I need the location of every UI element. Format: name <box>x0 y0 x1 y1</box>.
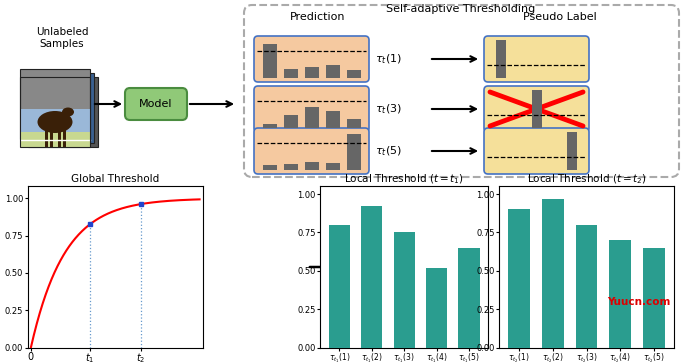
Text: Prediction: Prediction <box>290 12 346 22</box>
Bar <box>508 210 530 348</box>
Bar <box>45 130 48 147</box>
Bar <box>567 132 577 170</box>
Bar <box>20 132 90 147</box>
Bar <box>542 199 563 348</box>
Text: $\tau_t(3)$: $\tau_t(3)$ <box>375 102 402 116</box>
FancyBboxPatch shape <box>254 36 369 82</box>
Bar <box>50 130 53 147</box>
Bar <box>329 225 350 348</box>
Text: Model: Model <box>139 99 173 109</box>
Bar <box>576 225 597 348</box>
Bar <box>283 115 297 128</box>
Text: $\tau_t(5)$: $\tau_t(5)$ <box>375 144 402 158</box>
Bar <box>63 130 66 147</box>
Title: Global Threshold: Global Threshold <box>71 174 160 184</box>
Bar <box>643 248 665 348</box>
Bar <box>325 65 339 78</box>
Bar <box>394 232 415 348</box>
Bar <box>361 206 383 348</box>
Bar <box>458 248 480 348</box>
Bar <box>347 134 361 170</box>
Bar <box>20 109 90 139</box>
Bar <box>305 67 319 78</box>
Text: $\tau_t(1)$: $\tau_t(1)$ <box>375 52 402 66</box>
Text: Unlabeled
Samples: Unlabeled Samples <box>36 27 88 49</box>
Text: Pseudo Label: Pseudo Label <box>523 12 597 22</box>
FancyBboxPatch shape <box>254 128 369 174</box>
Bar <box>426 268 447 348</box>
FancyBboxPatch shape <box>254 86 369 132</box>
Title: Local Threshold $(t = t_2)$: Local Threshold $(t = t_2)$ <box>526 172 647 186</box>
Bar <box>610 240 631 348</box>
Ellipse shape <box>62 108 74 117</box>
Text: Yuucn.com: Yuucn.com <box>608 298 671 307</box>
Ellipse shape <box>38 111 72 133</box>
Bar <box>325 163 339 170</box>
Bar <box>20 69 90 139</box>
Bar <box>28 77 98 147</box>
FancyBboxPatch shape <box>484 128 589 174</box>
Bar <box>325 111 339 128</box>
Bar <box>263 124 277 128</box>
FancyBboxPatch shape <box>125 88 187 120</box>
Title: Local Threshold $(t = t_1)$: Local Threshold $(t = t_1)$ <box>344 172 464 186</box>
Bar <box>283 164 297 170</box>
Text: Self-adaptive Thresholding: Self-adaptive Thresholding <box>387 4 536 14</box>
Bar <box>532 90 541 128</box>
FancyBboxPatch shape <box>484 86 589 132</box>
Bar <box>263 165 277 170</box>
Bar <box>347 118 361 128</box>
Bar <box>24 73 94 143</box>
Bar <box>283 68 297 78</box>
Bar <box>305 163 319 170</box>
Bar <box>58 130 61 147</box>
Bar <box>305 107 319 128</box>
Bar <box>496 40 506 78</box>
Bar <box>263 44 277 78</box>
Bar <box>20 77 90 147</box>
FancyBboxPatch shape <box>484 36 589 82</box>
Bar <box>347 70 361 78</box>
